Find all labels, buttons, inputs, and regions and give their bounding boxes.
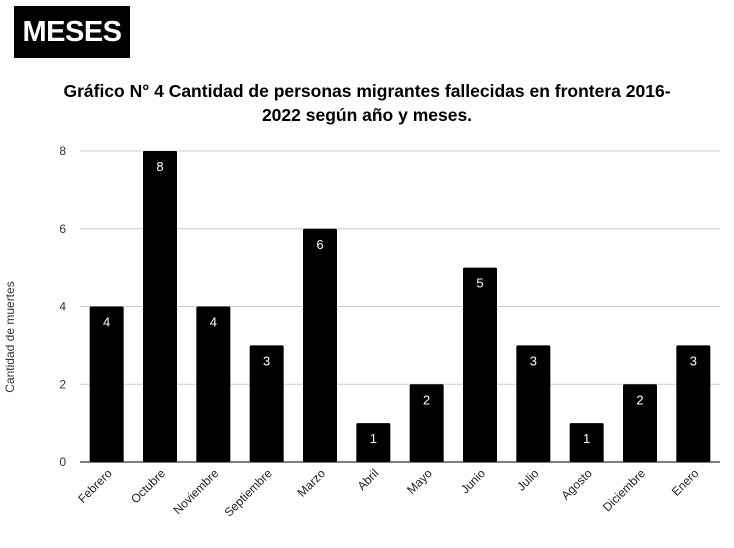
data-label: 3: [263, 353, 270, 368]
chart-title: Gráfico N° 4 Cantidad de personas migran…: [0, 79, 734, 127]
x-tick-label: Diciembre: [600, 466, 648, 514]
data-label: 4: [210, 315, 217, 330]
bar-noviembre: [196, 306, 231, 462]
chart-title-line-1: Gráfico N° 4 Cantidad de personas migran…: [63, 81, 671, 101]
y-tick-label: 0: [59, 455, 66, 469]
section-badge: MESES: [14, 6, 130, 58]
bar-agosto: [569, 423, 604, 462]
y-tick-label: 6: [59, 222, 66, 236]
x-tick-label: Mayo: [404, 466, 435, 497]
data-label: 1: [370, 431, 377, 446]
data-label: 5: [476, 276, 483, 291]
data-label: 2: [423, 392, 430, 407]
y-tick-label: 8: [59, 144, 66, 158]
y-axis-ticks: 0 2 4 6 8: [59, 144, 66, 469]
x-tick-label: Febrero: [75, 466, 115, 506]
bar-octubre: [143, 151, 177, 462]
x-axis-ticks: Febrero Octubre Noviembre Septiembre Marzo Ab…: [75, 466, 702, 520]
data-label: 3: [690, 353, 697, 368]
bar-septiembre: [249, 345, 284, 462]
data-label: 6: [316, 237, 323, 252]
bars: 4 8 4 3 6 1 2 5 3 1 2 3: [89, 151, 711, 462]
data-label: 4: [103, 315, 110, 330]
data-label: 3: [530, 353, 537, 368]
bar-mayo: [409, 384, 444, 462]
x-tick-label: Agosto: [558, 466, 595, 503]
x-tick-label: Junio: [458, 466, 488, 496]
x-tick-label: Julio: [514, 466, 542, 494]
y-axis-label: Cantidad de muertes: [3, 281, 17, 392]
chart-title-line-2: 2022 según año y meses.: [261, 105, 473, 125]
x-tick-label: Marzo: [295, 466, 329, 500]
bar-enero: [676, 345, 711, 462]
bar-abril: [356, 423, 391, 462]
x-tick-label: Octubre: [128, 466, 168, 506]
x-tick-label: Noviembre: [171, 466, 222, 517]
y-tick-label: 4: [59, 300, 66, 314]
bar-junio: [463, 267, 497, 462]
data-label: 2: [636, 392, 643, 407]
bar-julio: [516, 345, 551, 462]
bar-marzo: [303, 228, 337, 462]
x-tick-label: Septiembre: [221, 466, 275, 520]
bar-diciembre: [623, 384, 657, 462]
y-tick-label: 2: [59, 377, 66, 391]
gridlines: [80, 150, 720, 463]
x-tick-label: Enero: [669, 466, 702, 499]
bar-febrero: [89, 306, 124, 462]
data-label: 1: [583, 431, 590, 446]
x-tick-label: Abril: [355, 466, 382, 493]
data-label: 8: [156, 159, 163, 174]
